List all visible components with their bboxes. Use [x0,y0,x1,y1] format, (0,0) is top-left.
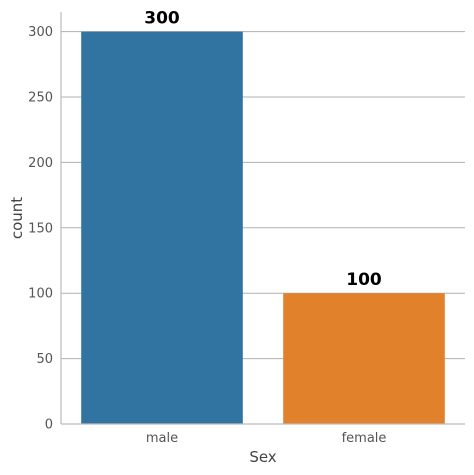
data-label: 300 [144,9,180,29]
data-labels: 300 100 [144,9,382,291]
y-tick-label: 200 [28,156,53,171]
bar-female [283,293,445,424]
bar-male [81,31,243,424]
x-tick-label: female [342,431,387,446]
y-tick-label: 0 [45,418,53,433]
data-label: 100 [346,270,382,290]
y-tick-label: 250 [28,91,53,106]
y-tick-label: 50 [36,352,53,367]
x-axis-title: Sex [249,448,276,466]
y-tick-labels: 0 50 100 150 200 250 300 [28,25,53,432]
y-axis-title: count [8,197,26,239]
y-tick-label: 100 [28,287,53,302]
x-tick-label: male [146,431,178,446]
y-tick-label: 150 [28,221,53,236]
bars [81,31,445,424]
x-tick-labels: male female [146,431,387,446]
y-tick-label: 300 [28,25,53,40]
axes [60,12,465,425]
